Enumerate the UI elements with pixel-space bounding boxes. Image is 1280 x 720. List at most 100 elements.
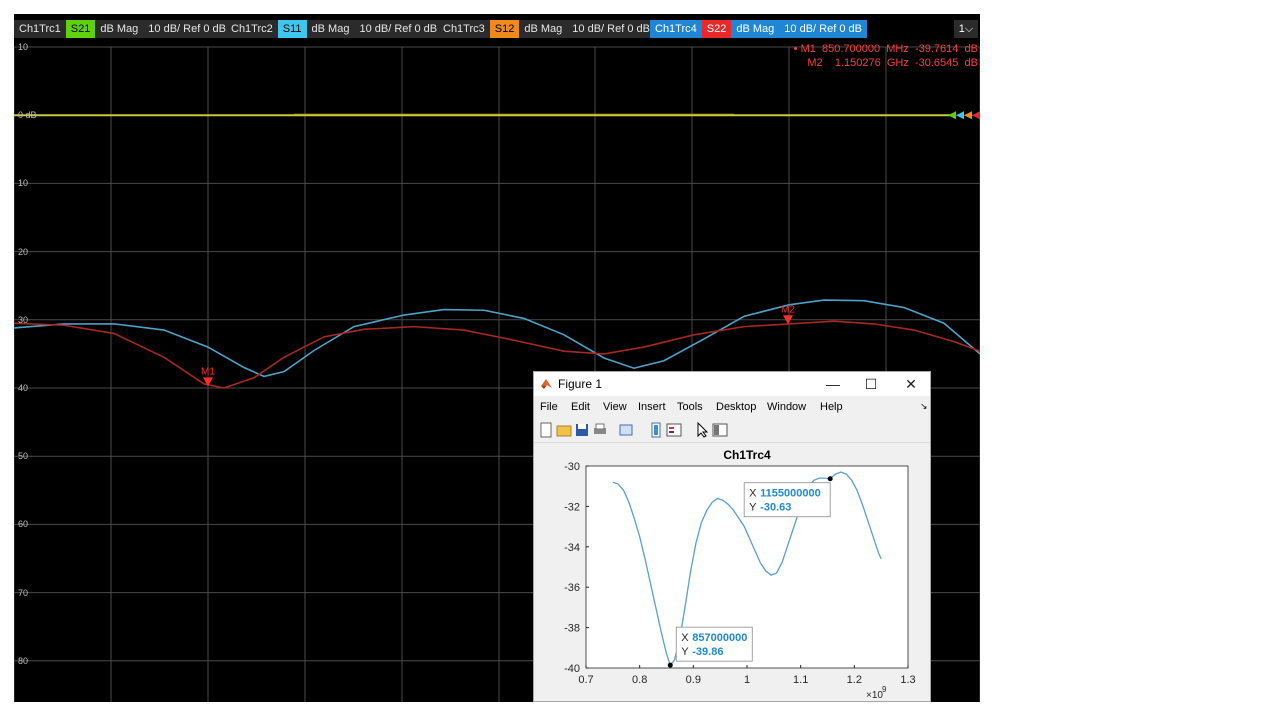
- x-tick-label: 1.3: [900, 674, 915, 686]
- menu-file[interactable]: File: [540, 401, 558, 413]
- menu-insert[interactable]: Insert: [638, 401, 666, 413]
- x-tick-label: 0.8: [632, 674, 647, 686]
- trace-param: S11: [277, 20, 307, 38]
- matlab-figure-window[interactable]: Figure 1 — ☐ ✕ File Edit View Insert Too…: [533, 371, 931, 702]
- trace-tab-ch1trc3[interactable]: Ch1Trc3 S12 dB Mag 10 dB/ Ref 0 dB: [438, 20, 655, 38]
- x-tick-label: 1.1: [793, 674, 808, 686]
- datatip-point[interactable]: [827, 476, 833, 482]
- y-axis-label: 0 dB: [18, 110, 37, 121]
- figure-axes-area: Ch1Trc4 0.7 0.8 0.9 1 1.1 1.2 1.3 -30 -32 -34 -36 -3…: [534, 443, 930, 701]
- channel-number: 1: [958, 23, 965, 35]
- m1-marker-icon[interactable]: [203, 377, 213, 387]
- s22-trace: [14, 320, 980, 389]
- m1-marker-label: M1: [201, 366, 215, 377]
- link-plot-icon[interactable]: [648, 422, 664, 438]
- x-tick-label: 0.7: [578, 674, 593, 686]
- new-file-icon[interactable]: [538, 422, 554, 438]
- menu-help[interactable]: Help: [820, 401, 843, 413]
- trace-param: S12: [489, 20, 520, 38]
- datatip-y-value: -30.63: [760, 502, 791, 514]
- trace-tab-ch1trc4[interactable]: Ch1Trc4 S22 dB Mag 10 dB/ Ref 0 dB: [650, 20, 867, 38]
- y-axis-label: 80: [18, 655, 29, 666]
- menu-desktop[interactable]: Desktop: [716, 401, 757, 413]
- trace-param: S21: [65, 20, 96, 38]
- trace-format: dB Mag: [519, 20, 568, 38]
- trace-name: Ch1Trc3: [438, 20, 490, 38]
- figure-toolbar: [534, 418, 930, 443]
- datatip-x-value: 857000000: [692, 632, 747, 644]
- y-axis-label: 20: [18, 246, 29, 257]
- m2-marker-label: M2: [781, 304, 795, 315]
- trace-scale: 10 dB/ Ref 0 dB: [354, 20, 443, 38]
- close-button[interactable]: ✕: [905, 376, 917, 392]
- x-exponent-label: ×10: [866, 690, 883, 701]
- y-tick-label: -38: [564, 623, 580, 635]
- marker-readout-m2: M2 1.150276 GHz -30.6545 dB: [807, 57, 978, 69]
- trace-name: Ch1Trc4: [650, 20, 702, 38]
- x-tick-label: 1.2: [847, 674, 862, 686]
- datatip-box[interactable]: [743, 482, 831, 518]
- channel-selector[interactable]: 1⌵: [954, 20, 978, 38]
- s11-trace: [14, 299, 980, 378]
- y-tick-label: -30: [564, 461, 580, 473]
- datatip-x-label: X: [681, 632, 689, 644]
- y-axis-label: 70: [18, 587, 29, 598]
- reference-level-arrow-icon[interactable]: [956, 111, 964, 120]
- print-icon[interactable]: [592, 422, 608, 438]
- matlab-logo-icon: [541, 379, 552, 389]
- figure-title: Figure 1: [558, 377, 603, 391]
- menu-view[interactable]: View: [603, 401, 627, 413]
- trace-tab-ch1trc2[interactable]: Ch1Trc2 S11 dB Mag 10 dB/ Ref 0 dB: [226, 20, 443, 38]
- datatip-point[interactable]: [667, 662, 673, 668]
- datatip-y-value: -39.86: [692, 646, 723, 658]
- datatip-x-label: X: [749, 488, 757, 500]
- trace-param: S22: [701, 20, 732, 38]
- m2-marker-icon[interactable]: [783, 315, 793, 325]
- y-tick-label: -36: [564, 582, 580, 594]
- datatip-box[interactable]: [675, 626, 753, 662]
- open-folder-icon[interactable]: [556, 422, 572, 438]
- x-exponent-power: 9: [882, 685, 887, 694]
- trace-tab-bar: Ch1Trc1 S21 dB Mag 10 dB/ Ref 0 dB Ch1Tr…: [14, 14, 980, 38]
- reference-level-arrow-icon[interactable]: [964, 111, 972, 120]
- y-axis-label: 10: [18, 178, 29, 189]
- y-axis-label: 40: [18, 383, 29, 393]
- insert-legend-icon[interactable]: [666, 422, 682, 438]
- figure-menu-bar: File Edit View Insert Tools Desktop Wind…: [534, 396, 930, 418]
- maximize-button[interactable]: ☐: [864, 376, 878, 392]
- trace-scale: 10 dB/ Ref 0 dB: [143, 20, 231, 38]
- save-icon[interactable]: [574, 422, 590, 438]
- y-axis-label: 30: [18, 314, 29, 325]
- minimize-button[interactable]: —: [826, 376, 840, 392]
- reference-level-arrow-icon[interactable]: [948, 111, 956, 120]
- y-tick-label: -32: [564, 501, 580, 513]
- trace-tab-ch1trc1[interactable]: Ch1Trc1 S21 dB Mag 10 dB/ Ref 0 dB: [14, 20, 231, 38]
- trace-scale: 10 dB/ Ref 0 dB: [567, 20, 655, 38]
- trace-format: dB Mag: [95, 20, 144, 38]
- chart-title: Ch1Trc4: [723, 448, 771, 462]
- menu-tools[interactable]: Tools: [677, 401, 703, 413]
- menu-edit[interactable]: Edit: [571, 401, 590, 413]
- y-tick-label: -40: [564, 663, 580, 675]
- marker-readout: • M1 850.700000 MHz -39.7614 dB M2 1.150…: [794, 42, 978, 70]
- chevron-down-icon: ⌵: [964, 23, 974, 35]
- reference-level-arrow-icon[interactable]: [972, 111, 980, 120]
- trace-scale: 10 dB/ Ref 0 dB: [779, 20, 867, 38]
- x-tick-label: 1: [744, 674, 750, 686]
- menu-window[interactable]: Window: [767, 401, 807, 413]
- data-series-line: [612, 471, 882, 667]
- datatip-x-value: 1155000000: [760, 488, 821, 500]
- y-axis-label: 60: [18, 519, 29, 530]
- y-axis-label: 10: [18, 42, 29, 52]
- vna-display: M1 M2 Ch1Trc1 S21 dB Mag 10 dB/ Ref 0 dB …: [14, 14, 980, 702]
- trace-name: Ch1Trc1: [14, 20, 66, 38]
- trace-format: dB Mag: [731, 20, 780, 38]
- marker-readout-m1: • M1 850.700000 MHz -39.7614 dB: [793, 43, 978, 55]
- property-editor-icon[interactable]: [712, 422, 728, 438]
- print-preview-icon[interactable]: [618, 422, 634, 438]
- matlab-axes[interactable]: Ch1Trc4 0.7 0.8 0.9 1 1.1 1.2 1.3 -30 -32 -34 -36 -3…: [534, 443, 930, 701]
- pointer-icon[interactable]: [694, 422, 710, 438]
- figure-title-bar[interactable]: Figure 1 — ☐ ✕: [534, 372, 930, 396]
- dock-arrow-icon[interactable]: ↘: [920, 401, 928, 411]
- trace-format: dB Mag: [306, 20, 355, 38]
